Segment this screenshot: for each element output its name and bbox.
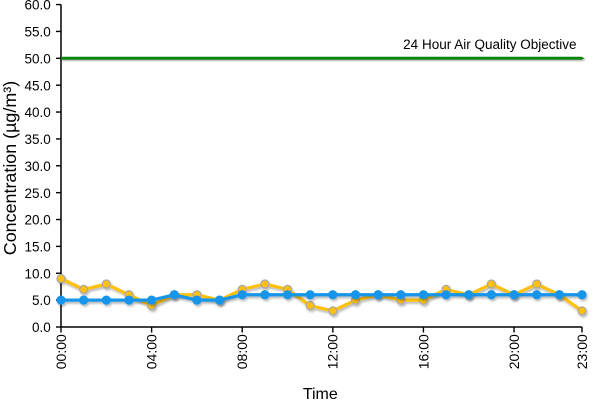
svg-text:Concentration (µg/m³): Concentration (µg/m³) <box>0 81 20 255</box>
svg-text:25.0: 25.0 <box>25 186 51 201</box>
svg-text:Time: Time <box>303 386 338 400</box>
svg-text:12:00: 12:00 <box>325 334 341 369</box>
svg-text:24 Hour Air Quality Objective: 24 Hour Air Quality Objective <box>403 37 576 52</box>
svg-text:35.0: 35.0 <box>25 132 51 147</box>
svg-text:10.0: 10.0 <box>25 266 51 281</box>
svg-text:04:00: 04:00 <box>144 334 160 369</box>
svg-text:40.0: 40.0 <box>25 105 51 120</box>
svg-text:00:00: 00:00 <box>53 334 69 369</box>
svg-text:5.0: 5.0 <box>32 293 51 308</box>
svg-text:45.0: 45.0 <box>25 78 51 93</box>
svg-text:30.0: 30.0 <box>25 159 51 174</box>
svg-text:15.0: 15.0 <box>25 239 51 254</box>
svg-text:16:00: 16:00 <box>415 334 431 369</box>
svg-text:20:00: 20:00 <box>506 334 522 369</box>
svg-text:55.0: 55.0 <box>25 25 51 40</box>
svg-text:60.0: 60.0 <box>25 0 51 13</box>
svg-text:0.0: 0.0 <box>32 320 51 335</box>
svg-text:23:00: 23:00 <box>574 334 590 369</box>
svg-text:08:00: 08:00 <box>234 334 250 369</box>
svg-text:50.0: 50.0 <box>25 51 51 66</box>
svg-text:20.0: 20.0 <box>25 213 51 228</box>
